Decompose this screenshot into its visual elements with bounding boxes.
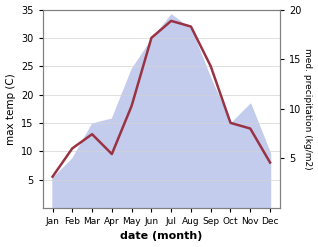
Y-axis label: med. precipitation (kg/m2): med. precipitation (kg/m2) — [303, 48, 313, 169]
X-axis label: date (month): date (month) — [120, 231, 203, 242]
Y-axis label: max temp (C): max temp (C) — [5, 73, 16, 144]
